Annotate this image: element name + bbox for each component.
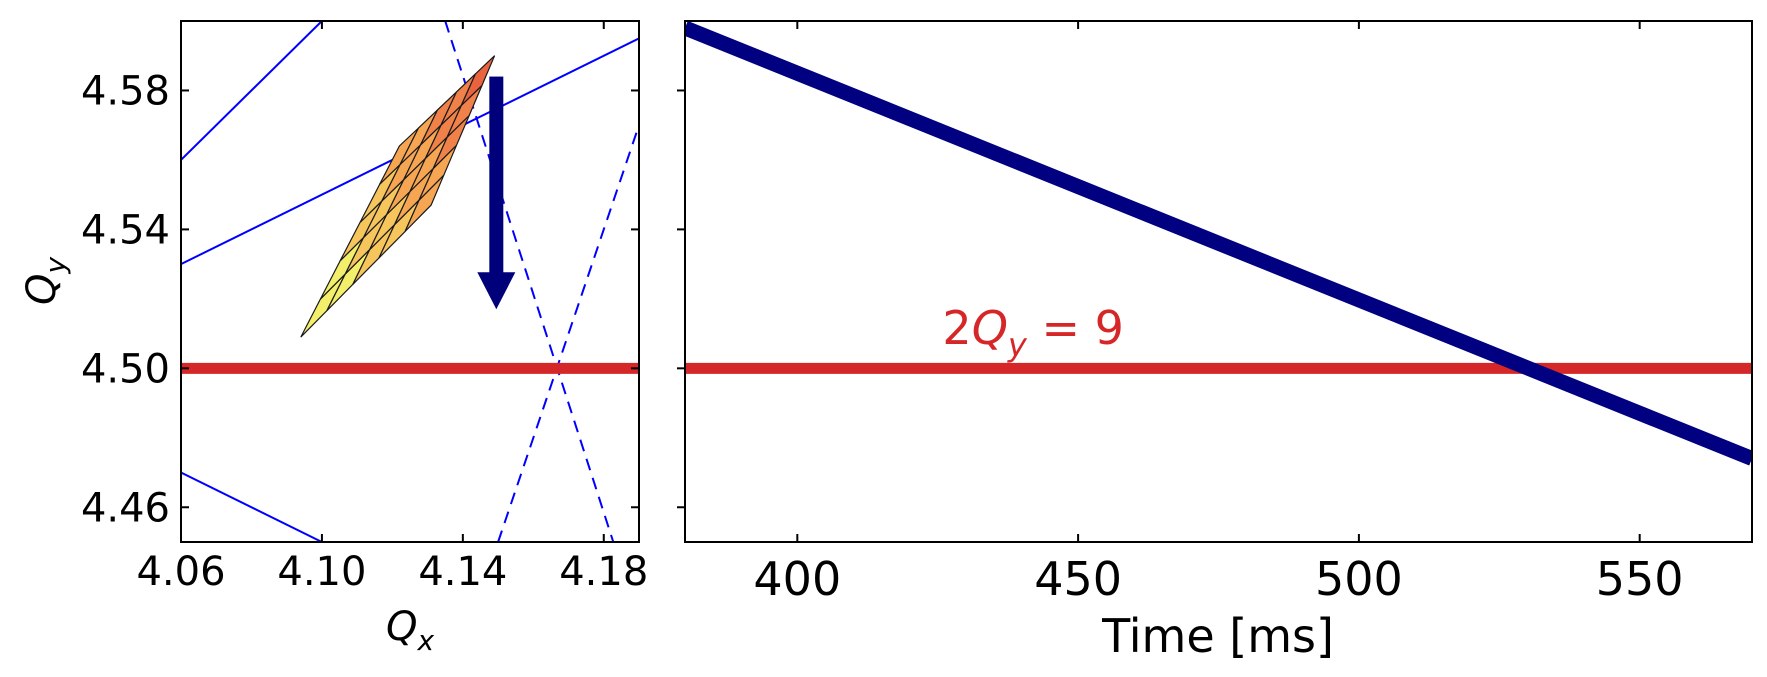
x-axis-label-time: Time [ms]	[1101, 609, 1334, 663]
x-tick-label: 450	[1034, 552, 1122, 606]
x-tick-label: 4.10	[277, 549, 366, 595]
y-tick-label: 4.54	[81, 207, 170, 253]
tune-shift-arrow-shaft	[489, 76, 504, 274]
y-tick-label: 4.46	[81, 485, 170, 531]
x-tick-label: 4.14	[418, 549, 507, 595]
resonance-line-0	[181, 21, 323, 161]
footprint-cell	[300, 273, 346, 338]
x-tick-label: 4.18	[559, 549, 648, 595]
tune-diagram-panel: 4.06 4.10 4.14 4.18 4.46 4.50 4.54 4.58 Qx Qy	[19, 20, 648, 657]
y-axis-label-qy: Qy	[19, 257, 72, 305]
y-tick-label: 4.50	[81, 346, 170, 392]
x-tick-label: 400	[753, 552, 841, 606]
tune-diagram-frame	[180, 20, 640, 543]
y-tick-label: 4.58	[81, 68, 170, 114]
tune-vs-time-frame	[684, 20, 1753, 543]
vertical-tune-series	[685, 21, 1752, 466]
resonance-annotation: 2Qy = 9	[942, 301, 1124, 364]
x-axis-label-qx: Qx	[386, 604, 434, 657]
x-tick-label: 4.06	[136, 549, 225, 595]
resonance-line-3	[444, 21, 615, 542]
tune-vs-time-panel: 2Qy = 9 400 450 500 550 Time [ms]	[677, 20, 1753, 663]
tune-shift-arrow-head	[477, 272, 516, 310]
x-tick-label: 550	[1596, 552, 1684, 606]
resonance-line-2	[181, 471, 323, 542]
resonance-line-4	[497, 124, 639, 542]
x-tick-label: 500	[1315, 552, 1403, 606]
footprint-cell	[460, 55, 496, 106]
